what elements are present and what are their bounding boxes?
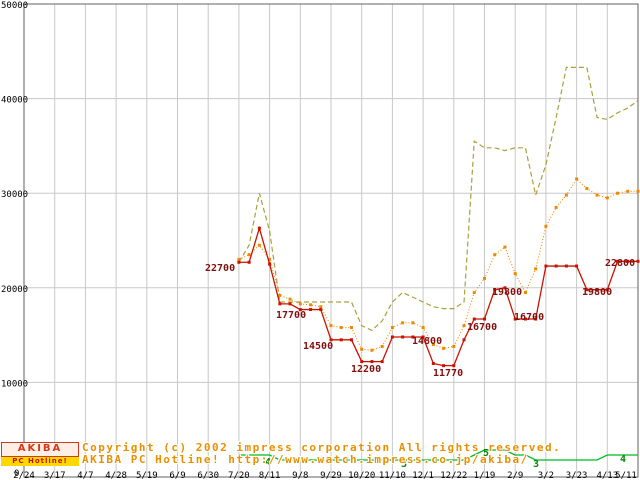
svg-text:14500: 14500 — [303, 341, 333, 352]
svg-text:3/2: 3/2 — [538, 471, 554, 480]
svg-text:12200: 12200 — [351, 364, 381, 375]
svg-text:14800: 14800 — [412, 336, 442, 347]
svg-text:7/20: 7/20 — [228, 471, 250, 480]
svg-text:3/23: 3/23 — [566, 471, 588, 480]
svg-text:19800: 19800 — [492, 287, 522, 298]
copyright-text: Copyright (c) 2002 impress corporation A… — [82, 441, 562, 454]
svg-text:2/24: 2/24 — [13, 471, 35, 480]
svg-text:4/13: 4/13 — [596, 471, 618, 480]
svg-text:40000: 40000 — [1, 96, 28, 106]
svg-text:9/8: 9/8 — [292, 471, 308, 480]
svg-text:16700: 16700 — [467, 322, 497, 333]
svg-text:0: 0 — [14, 469, 19, 479]
svg-text:11770: 11770 — [433, 368, 463, 379]
svg-text:4: 4 — [620, 454, 626, 465]
svg-text:5/11: 5/11 — [615, 471, 637, 480]
svg-text:8/11: 8/11 — [259, 471, 281, 480]
svg-text:6/30: 6/30 — [197, 471, 219, 480]
svg-text:5: 5 — [483, 448, 489, 459]
logo-subtitle-text: PC Hotline! — [1, 457, 79, 466]
svg-text:10000: 10000 — [1, 379, 28, 389]
svg-text:9/29: 9/29 — [320, 471, 342, 480]
logo-akiba-text: AKIBA — [1, 442, 79, 457]
svg-text:3: 3 — [401, 459, 407, 470]
svg-text:3: 3 — [533, 459, 539, 470]
svg-text:11/10: 11/10 — [379, 471, 406, 480]
svg-text:2/9: 2/9 — [507, 471, 523, 480]
svg-text:1/19: 1/19 — [474, 471, 496, 480]
svg-text:4/7: 4/7 — [77, 471, 93, 480]
svg-text:22800: 22800 — [605, 258, 635, 269]
akiba-pc-hotline-logo: AKIBA PC Hotline! — [1, 442, 79, 466]
svg-text:50000: 50000 — [1, 1, 28, 11]
svg-text:12/1: 12/1 — [412, 471, 434, 480]
svg-text:4: 4 — [265, 457, 271, 468]
svg-text:30000: 30000 — [1, 190, 28, 200]
svg-text:3/17: 3/17 — [44, 471, 66, 480]
svg-text:19800: 19800 — [582, 287, 612, 298]
svg-text:20000: 20000 — [1, 285, 28, 295]
site-url-text: AKIBA PC Hotline! http://www.watch.impre… — [82, 453, 529, 466]
svg-text:22700: 22700 — [205, 263, 235, 274]
footer: Copyright (c) 2002 impress corporation A… — [82, 442, 638, 466]
svg-text:6/9: 6/9 — [169, 471, 185, 480]
svg-text:12/22: 12/22 — [440, 471, 467, 480]
svg-text:5/19: 5/19 — [136, 471, 158, 480]
svg-text:4/28: 4/28 — [105, 471, 127, 480]
svg-text:17700: 17700 — [276, 310, 306, 321]
svg-text:10/20: 10/20 — [348, 471, 375, 480]
svg-text:16700: 16700 — [514, 312, 544, 323]
